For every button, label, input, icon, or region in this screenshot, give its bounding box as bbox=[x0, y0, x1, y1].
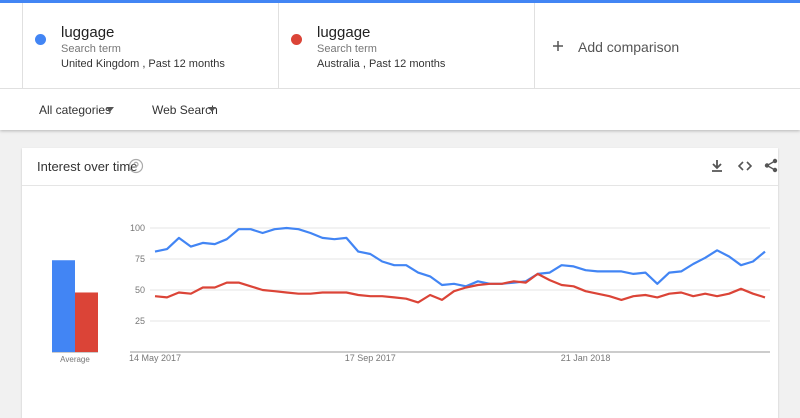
divider bbox=[22, 3, 23, 88]
share-icon[interactable] bbox=[764, 158, 778, 173]
y-tick-label: 75 bbox=[135, 254, 145, 264]
card: Interest over time bbox=[22, 148, 778, 418]
term-detail: United Kingdom , Past 12 months bbox=[61, 58, 225, 70]
term-detail: Australia , Past 12 months bbox=[317, 58, 446, 70]
x-tick-label: 21 Jan 2018 bbox=[561, 353, 611, 363]
add-icon[interactable] bbox=[552, 40, 564, 52]
x-tick-label: 14 May 2017 bbox=[129, 353, 181, 363]
download-icon[interactable] bbox=[710, 159, 724, 173]
term-type: Search term bbox=[317, 43, 377, 55]
search-term[interactable]: luggage bbox=[317, 24, 371, 41]
y-tick-label: 100 bbox=[130, 223, 145, 233]
card-title: Interest over time bbox=[37, 159, 138, 174]
chart: Average 25 50 75 100 14 May 2017 17 Sep 2017 2… bbox=[52, 223, 770, 364]
y-tick-label: 25 bbox=[135, 316, 145, 326]
add-comparison[interactable]: Add comparison bbox=[578, 39, 680, 55]
dropdown-caret bbox=[106, 107, 114, 112]
series-dot bbox=[35, 34, 46, 45]
average-bar bbox=[75, 292, 98, 352]
dropdown-caret bbox=[208, 107, 216, 112]
embed-icon[interactable] bbox=[738, 159, 752, 173]
search-term[interactable]: luggage bbox=[61, 24, 115, 41]
divider bbox=[278, 3, 279, 88]
help-icon[interactable] bbox=[128, 158, 144, 174]
search-type-filter[interactable]: Web Search bbox=[152, 103, 218, 117]
category-filter[interactable]: All categories bbox=[39, 103, 112, 117]
average-bar bbox=[52, 260, 75, 352]
average-label: Average bbox=[60, 355, 90, 364]
y-tick-label: 50 bbox=[135, 285, 145, 295]
trend-line bbox=[154, 272, 766, 304]
divider bbox=[0, 88, 800, 89]
series-dot bbox=[291, 34, 302, 45]
trend-line bbox=[154, 226, 766, 288]
term-type: Search term bbox=[61, 43, 121, 55]
x-tick-label: 17 Sep 2017 bbox=[345, 353, 396, 363]
divider bbox=[534, 3, 535, 88]
header: luggage Search term United Kingdom , Past … bbox=[0, 0, 800, 130]
divider bbox=[22, 185, 778, 186]
